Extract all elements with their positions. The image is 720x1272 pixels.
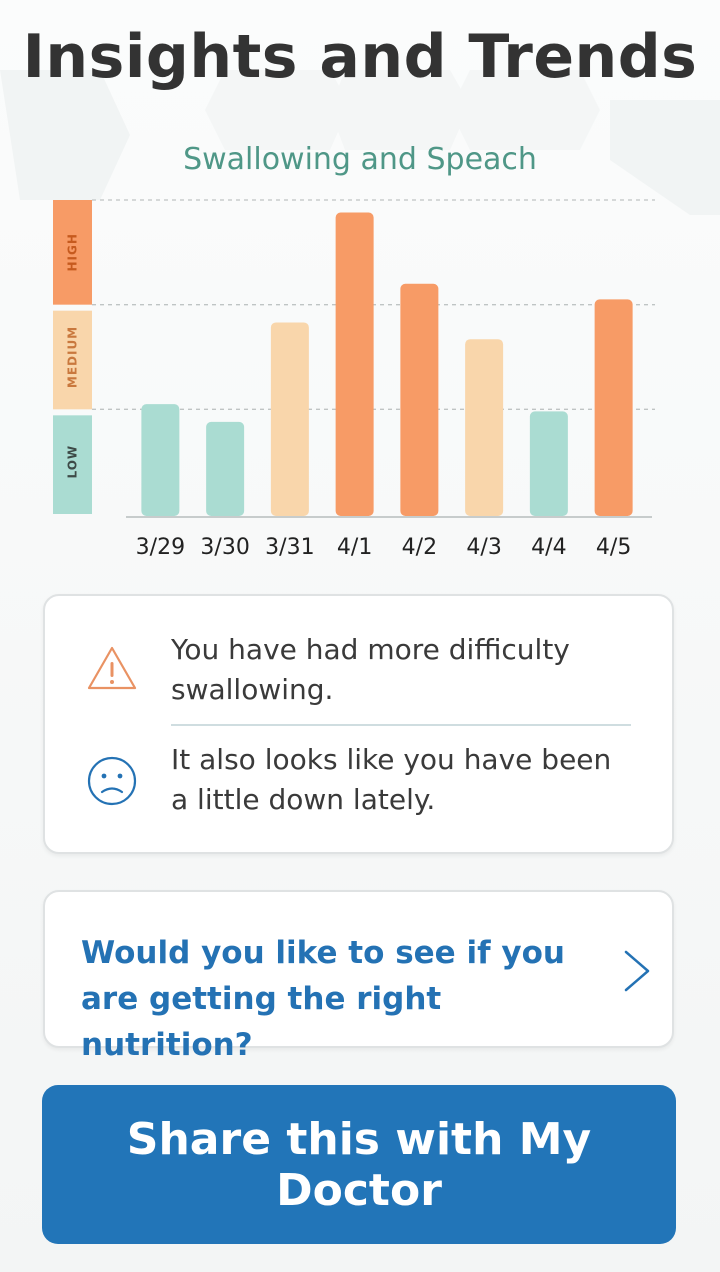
chevron-right-icon [624,950,650,992]
insights-card: You have had more difficulty swallowing.… [43,594,674,854]
background-pattern [0,70,720,215]
bar-4-2 [400,283,439,516]
level-band-low [53,415,92,514]
level-band-label: LOW [66,445,80,479]
bar-4-3 [465,339,504,516]
insight-text: It also looks like you have been a littl… [171,743,612,816]
page-title: Insights and Trends [22,22,698,92]
chart-title: Swallowing and Speach [183,142,537,177]
bar-4-5 [594,299,633,516]
nutrition-link-text: Would you like to see if you are getting… [81,935,565,1063]
level-band-high [53,200,92,305]
x-tick-label: 4/3 [466,535,501,560]
x-tick-label: 4/5 [596,535,631,560]
bar-4-4 [529,411,568,516]
x-tick-label: 3/29 [136,535,185,560]
x-tick-label: 4/1 [337,535,372,560]
bar-3-29 [141,404,180,516]
warning-icon [87,646,137,690]
bar-3-31 [270,322,309,516]
level-band-label: MEDIUM [66,326,80,388]
x-tick-label: 3/30 [200,535,249,560]
insight-divider [171,724,631,726]
bar-chart: LOW MEDIUM HIGH 3/29 3/30 3/31 4/1 4/2 4/3 4/4 4/5 [53,199,655,560]
nutrition-link-card[interactable]: Would you like to see if you are getting… [43,890,674,1063]
x-tick-label: 4/2 [402,535,437,560]
x-tick-label: 4/4 [531,535,566,560]
x-tick-label: 3/31 [265,535,314,560]
bar-4-1 [335,212,374,516]
insight-text: You have had more difficulty swallowing. [171,633,570,706]
share-with-doctor-button[interactable]: Share this with My Doctor [42,1085,676,1244]
level-band-medium [53,310,92,410]
bar-3-30 [206,421,245,516]
sad-face-icon [87,756,137,806]
level-band-label: HIGH [66,233,80,271]
